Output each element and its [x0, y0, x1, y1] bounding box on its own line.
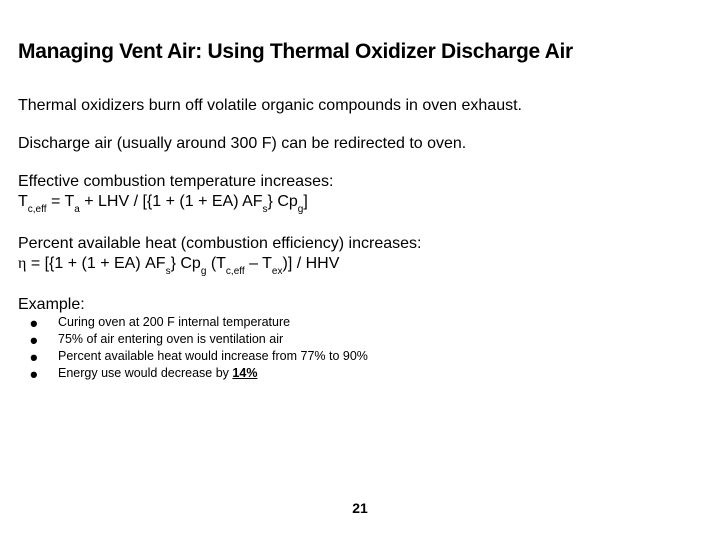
list-item-emphasis: 14% [232, 366, 257, 380]
example-list: Curing oven at 200 F internal temperatur… [18, 314, 702, 382]
f2-mid: } Cp [171, 255, 201, 272]
f2-afs-sub: s [166, 266, 171, 277]
formula-block-2: Percent available heat (combustion effic… [18, 234, 702, 276]
list-item: Curing oven at 200 F internal temperatur… [30, 314, 702, 331]
formula-2-lead: Percent available heat (combustion effic… [18, 234, 702, 254]
formula-block-1: Effective combustion temperature increas… [18, 172, 702, 214]
list-item-text: Curing oven at 200 F internal temperatur… [58, 315, 290, 329]
f2-eq: = [{1 + (1 + EA) AF [26, 255, 165, 272]
paragraph-1: Thermal oxidizers burn off volatile orga… [18, 96, 702, 116]
f1-afs-sub: s [263, 204, 268, 215]
f1-mid: + LHV / [{1 + (1 + EA) AF [80, 193, 263, 210]
f2-tail: )] / HHV [282, 255, 339, 272]
f1-mid2: } Cp [268, 193, 298, 210]
f2-mid3: – T [245, 255, 272, 272]
f1-ta-sub: a [74, 204, 80, 215]
f2-cpg-sub: g [201, 266, 207, 277]
f1-t: T [18, 193, 28, 210]
f2-mid2: (T [206, 255, 226, 272]
list-item-text: Percent available heat would increase fr… [58, 349, 368, 363]
f1-tceff-sub: c,eff [28, 204, 47, 215]
formula-1-body: Tc,eff = Ta + LHV / [{1 + (1 + EA) AFs} … [18, 192, 702, 214]
list-item-text: 75% of air entering oven is ventilation … [58, 332, 283, 346]
list-item: Percent available heat would increase fr… [30, 348, 702, 365]
page-number: 21 [0, 500, 720, 516]
f2-tex-sub: ex [272, 266, 283, 277]
f1-tail: ] [303, 193, 307, 210]
list-item: Energy use would decrease by 14% [30, 365, 702, 382]
f1-cpg-sub: g [298, 204, 304, 215]
list-item: 75% of air entering oven is ventilation … [30, 331, 702, 348]
list-item-prefix: Energy use would decrease by [58, 366, 232, 380]
f1-eq: = T [47, 193, 75, 210]
slide-title: Managing Vent Air: Using Thermal Oxidize… [18, 40, 702, 64]
formula-2-body: η = [{1 + (1 + EA) AFs} Cpg (Tc,eff – Te… [18, 254, 702, 276]
formula-1-lead: Effective combustion temperature increas… [18, 172, 702, 192]
f2-tceff-sub: c,eff [226, 266, 245, 277]
example-heading: Example: [18, 296, 702, 314]
paragraph-2: Discharge air (usually around 300 F) can… [18, 134, 702, 154]
